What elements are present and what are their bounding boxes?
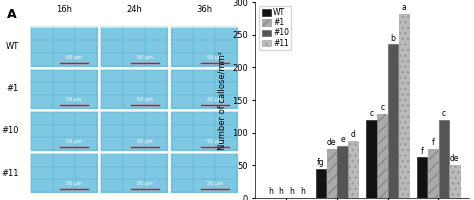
Text: h: h <box>279 187 283 196</box>
Text: 50 μm: 50 μm <box>66 181 82 186</box>
FancyBboxPatch shape <box>100 69 168 109</box>
Bar <box>438 120 449 198</box>
Bar <box>366 120 376 198</box>
Y-axis label: Number of callose/mm²: Number of callose/mm² <box>218 50 227 150</box>
Text: b: b <box>391 34 395 43</box>
Text: h: h <box>268 187 273 196</box>
Text: h: h <box>290 187 294 196</box>
FancyBboxPatch shape <box>170 153 238 193</box>
Text: c: c <box>369 109 374 118</box>
Bar <box>348 141 358 198</box>
Text: c: c <box>442 109 446 118</box>
Bar <box>428 149 438 198</box>
Text: de: de <box>327 138 337 147</box>
Text: 50 μm: 50 μm <box>207 139 223 144</box>
Text: e: e <box>340 135 345 144</box>
Text: 50 μm: 50 μm <box>66 97 82 102</box>
Text: 36h: 36h <box>196 5 212 14</box>
Text: A: A <box>7 8 17 21</box>
Text: 50 μm: 50 μm <box>137 181 153 186</box>
Text: 50 μm: 50 μm <box>66 139 82 144</box>
FancyBboxPatch shape <box>170 69 238 109</box>
FancyBboxPatch shape <box>100 26 168 67</box>
Text: WT: WT <box>6 42 19 51</box>
Legend: WT, #1, #10, #11: WT, #1, #10, #11 <box>259 6 292 50</box>
Text: 24h: 24h <box>126 5 142 14</box>
Text: de: de <box>450 154 459 163</box>
FancyBboxPatch shape <box>170 111 238 151</box>
FancyBboxPatch shape <box>100 153 168 193</box>
Bar <box>327 149 337 198</box>
Text: 50 μm: 50 μm <box>137 97 153 102</box>
Text: d: d <box>351 130 356 139</box>
Bar <box>377 114 387 198</box>
Bar <box>316 169 326 198</box>
Text: c: c <box>380 103 384 112</box>
Text: 50 μm: 50 μm <box>207 97 223 102</box>
Text: a: a <box>401 3 406 12</box>
Text: h: h <box>300 187 305 196</box>
Bar <box>449 165 460 198</box>
FancyBboxPatch shape <box>100 111 168 151</box>
Text: #11: #11 <box>1 169 19 178</box>
FancyBboxPatch shape <box>30 69 98 109</box>
FancyBboxPatch shape <box>170 26 238 67</box>
FancyBboxPatch shape <box>30 111 98 151</box>
Text: 16h: 16h <box>56 5 72 14</box>
Bar <box>388 44 398 198</box>
Text: #1: #1 <box>7 84 19 93</box>
Text: 50 μm: 50 μm <box>66 55 82 60</box>
Text: f: f <box>421 147 423 156</box>
Text: 50 μm: 50 μm <box>137 139 153 144</box>
Text: fg: fg <box>317 158 325 167</box>
Bar <box>337 146 347 198</box>
Text: #10: #10 <box>1 126 19 135</box>
FancyBboxPatch shape <box>30 153 98 193</box>
Text: 50 μm: 50 μm <box>207 181 223 186</box>
Bar <box>399 14 409 198</box>
Text: 50 μm: 50 μm <box>207 55 223 60</box>
FancyBboxPatch shape <box>30 26 98 67</box>
Text: f: f <box>431 138 434 147</box>
Bar <box>417 157 427 198</box>
Text: 50 μm: 50 μm <box>137 55 153 60</box>
